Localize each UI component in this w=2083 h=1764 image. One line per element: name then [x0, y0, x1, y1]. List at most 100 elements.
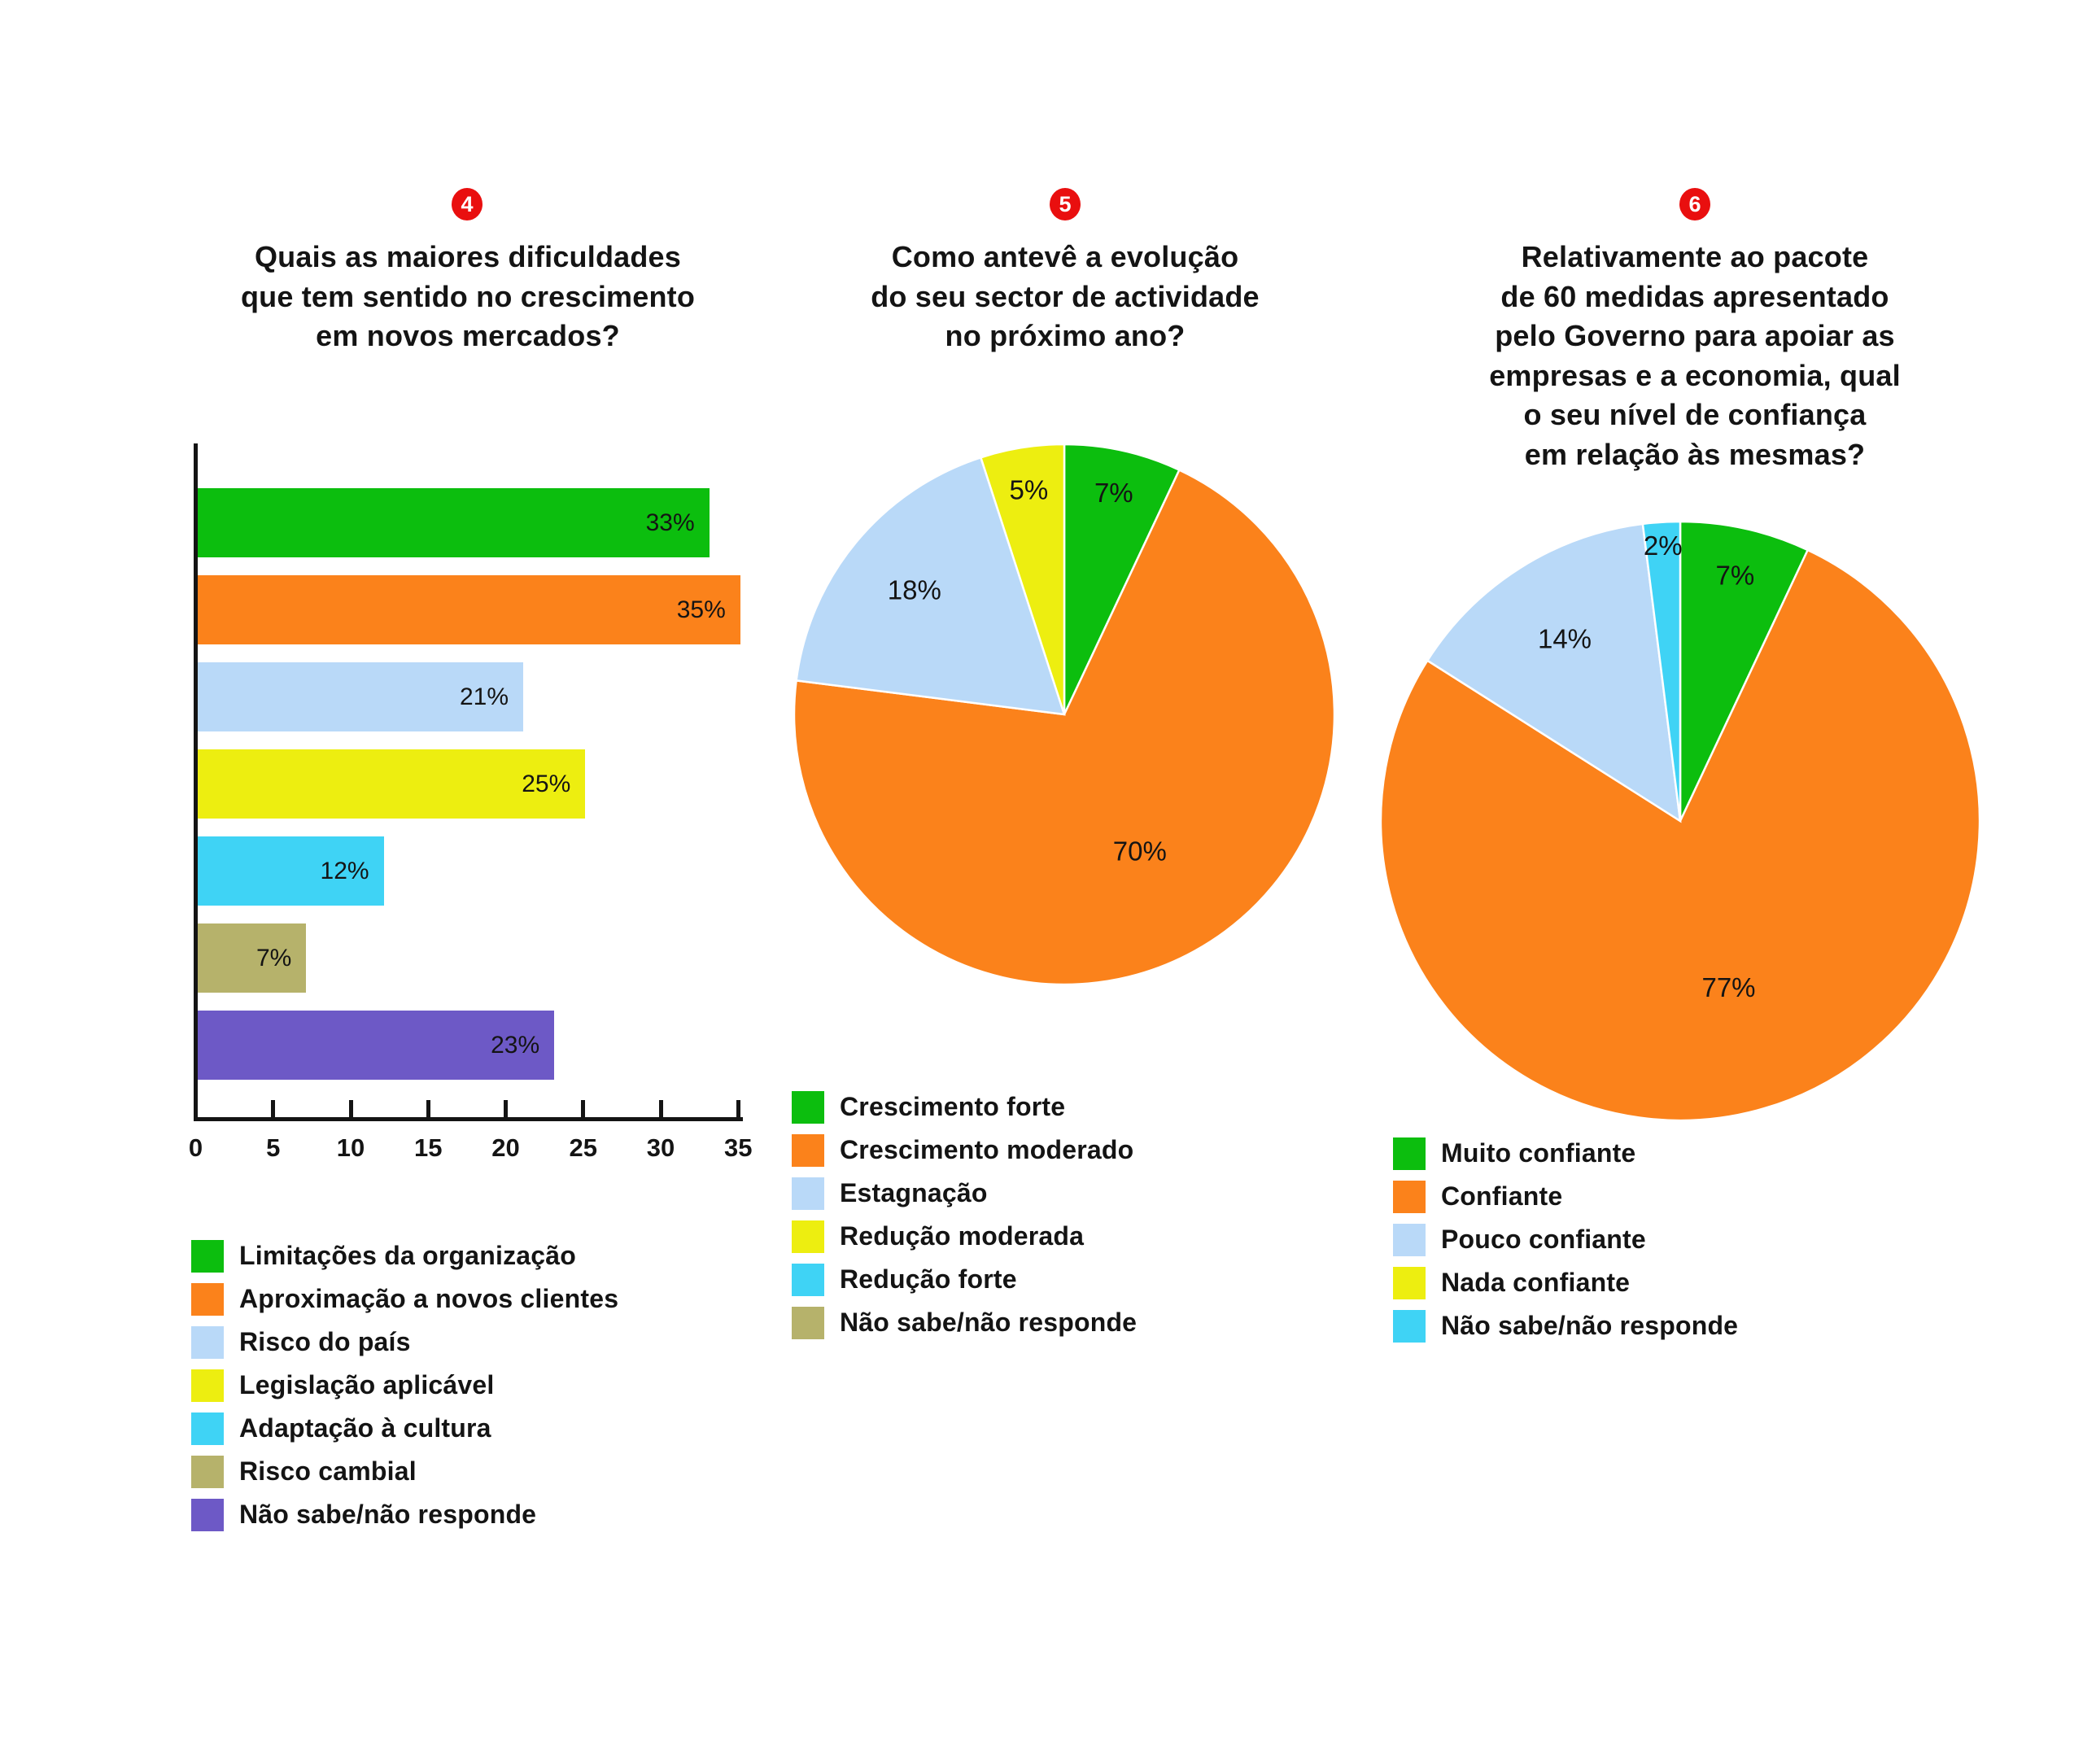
legend-swatch	[792, 1263, 824, 1296]
pie-slice-4	[1641, 520, 1682, 822]
question-6-badge: 6	[1679, 188, 1710, 220]
bar-value-label: 12%	[320, 857, 369, 884]
pie-slice-percentage-label: 18%	[888, 575, 941, 605]
legend-label: Não sabe/não responde	[1441, 1311, 1739, 1340]
x-axis-tick	[348, 1100, 353, 1117]
title-line: de 60 medidas apresentado	[1500, 279, 1889, 313]
legend-item: Adaptação à cultura	[191, 1407, 618, 1450]
title-line: Como antevê a evolução	[891, 240, 1239, 273]
bar-3: 21%	[198, 662, 524, 731]
question-4-badge: 4	[452, 188, 483, 220]
pie-slice-3	[795, 456, 1066, 716]
pie-chart-confidence-measures: 7% 77% 14% 2%	[1379, 520, 1981, 1122]
legend-item: Muito confiante	[1393, 1132, 1738, 1175]
legend-swatch	[792, 1133, 824, 1167]
legend-label: Não sabe/não responde	[239, 1500, 537, 1529]
bar-6: 7%	[198, 923, 307, 993]
bar-chart-difficulties: 0 5 10 15 20 25 30 35 33% 35% 21% 25% 12% 7% 23%	[189, 443, 788, 1176]
legend-item: Risco cambial	[191, 1450, 618, 1493]
legend-swatch	[191, 1455, 224, 1488]
legend-item: Crescimento forte	[792, 1085, 1137, 1129]
bar-value-label: 35%	[676, 596, 726, 623]
legend-swatch	[1393, 1223, 1426, 1256]
pie-slice-percentage-label: 7%	[1094, 478, 1133, 508]
legend-label: Não sabe/não responde	[840, 1308, 1138, 1337]
bar-value-label: 21%	[460, 683, 509, 710]
legend-label: Risco cambial	[239, 1456, 417, 1486]
legend-item: Redução forte	[792, 1258, 1137, 1301]
pie-slice-2	[1379, 548, 1981, 1122]
x-axis-tick-label: 15	[414, 1133, 443, 1162]
bar-value-label: 25%	[522, 770, 571, 797]
legend-swatch	[792, 1306, 824, 1339]
pie-slice-2	[793, 468, 1336, 986]
pie-slice-percentage-label: 14%	[1538, 623, 1592, 653]
pie-slice-percentage-label: 5%	[1010, 475, 1049, 505]
title-line: empresas e a economia, qual	[1489, 358, 1901, 392]
legend-label: Nada confiante	[1441, 1268, 1631, 1297]
x-axis-tick	[504, 1100, 508, 1117]
legend-item: Crescimento moderado	[792, 1129, 1137, 1172]
legend-swatch	[191, 1412, 224, 1445]
title-line: em relação às mesmas?	[1524, 437, 1866, 471]
pie-slice-4	[979, 443, 1066, 715]
pie-chart-sector-evolution: 7% 70% 18% 5%	[793, 443, 1336, 986]
question-5-badge: 5	[1050, 188, 1081, 220]
legend-label: Aproximação a novos clientes	[239, 1284, 619, 1313]
legend-swatch	[191, 1239, 224, 1273]
pie-slice-3	[1426, 522, 1682, 823]
legend-q6: Muito confiante Confiante Pouco confiante N…	[1393, 1132, 1738, 1347]
legend-swatch	[191, 1282, 224, 1316]
title-line: Quais as maiores dificuldades	[254, 240, 681, 273]
x-axis-tick-label: 30	[646, 1133, 675, 1162]
legend-item: Nada confiante	[1393, 1261, 1738, 1304]
legend-label: Crescimento forte	[840, 1092, 1066, 1121]
legend-item: Pouco confiante	[1393, 1218, 1738, 1261]
bar-value-label: 23%	[491, 1031, 540, 1059]
legend-item: Não sabe/não responde	[1393, 1304, 1738, 1347]
title-line: em novos mercados?	[316, 319, 620, 352]
legend-item: Estagnação	[792, 1172, 1137, 1215]
x-axis-tick	[271, 1100, 276, 1117]
question-4-number: 4	[461, 191, 474, 216]
x-axis-tick-label: 10	[336, 1133, 365, 1162]
legend-swatch	[1393, 1309, 1426, 1343]
y-axis-line	[194, 443, 198, 1121]
title-line: Relativamente ao pacote	[1521, 240, 1869, 273]
bar-1: 33%	[198, 488, 710, 557]
legend-label: Risco do país	[239, 1327, 411, 1356]
legend-label: Legislação aplicável	[239, 1370, 495, 1399]
legend-swatch	[191, 1369, 224, 1402]
legend-item: Não sabe/não responde	[191, 1493, 618, 1536]
legend-label: Estagnação	[840, 1178, 988, 1207]
x-axis-tick	[426, 1100, 430, 1117]
legend-swatch	[1393, 1180, 1426, 1213]
pie-slice-percentage-label: 70%	[1113, 836, 1167, 867]
legend-label: Muito confiante	[1441, 1138, 1636, 1168]
title-line: que tem sentido no crescimento	[240, 279, 696, 313]
x-axis-tick	[194, 1100, 198, 1117]
legend-item: Confiante	[1393, 1175, 1738, 1218]
legend-label: Redução forte	[840, 1264, 1017, 1294]
x-axis-tick-label: 5	[266, 1133, 281, 1162]
legend-label: Adaptação à cultura	[239, 1413, 491, 1443]
legend-swatch	[1393, 1266, 1426, 1299]
bar-5: 12%	[198, 836, 384, 906]
pie-slice-1	[1063, 443, 1181, 715]
legend-swatch	[792, 1177, 824, 1210]
title-line: do seu sector de actividade	[871, 279, 1260, 313]
pie-slice-percentage-label: 77%	[1701, 972, 1755, 1002]
question-4-title: Quais as maiores dificuldades que tem sen…	[151, 238, 785, 356]
x-axis-tick	[736, 1100, 740, 1117]
title-line: pelo Governo para apoiar as	[1495, 319, 1895, 352]
bar-value-label: 7%	[255, 944, 292, 972]
legend-label: Limitações da organização	[239, 1241, 577, 1270]
legend-q4: Limitações da organização Aproximação a n…	[191, 1234, 618, 1536]
question-6-number: 6	[1688, 191, 1701, 216]
legend-item: Legislação aplicável	[191, 1364, 618, 1407]
legend-swatch	[792, 1090, 824, 1124]
x-axis-tick-label: 0	[188, 1133, 203, 1162]
bar-value-label: 33%	[645, 509, 695, 536]
x-axis-tick-label: 20	[491, 1133, 520, 1162]
